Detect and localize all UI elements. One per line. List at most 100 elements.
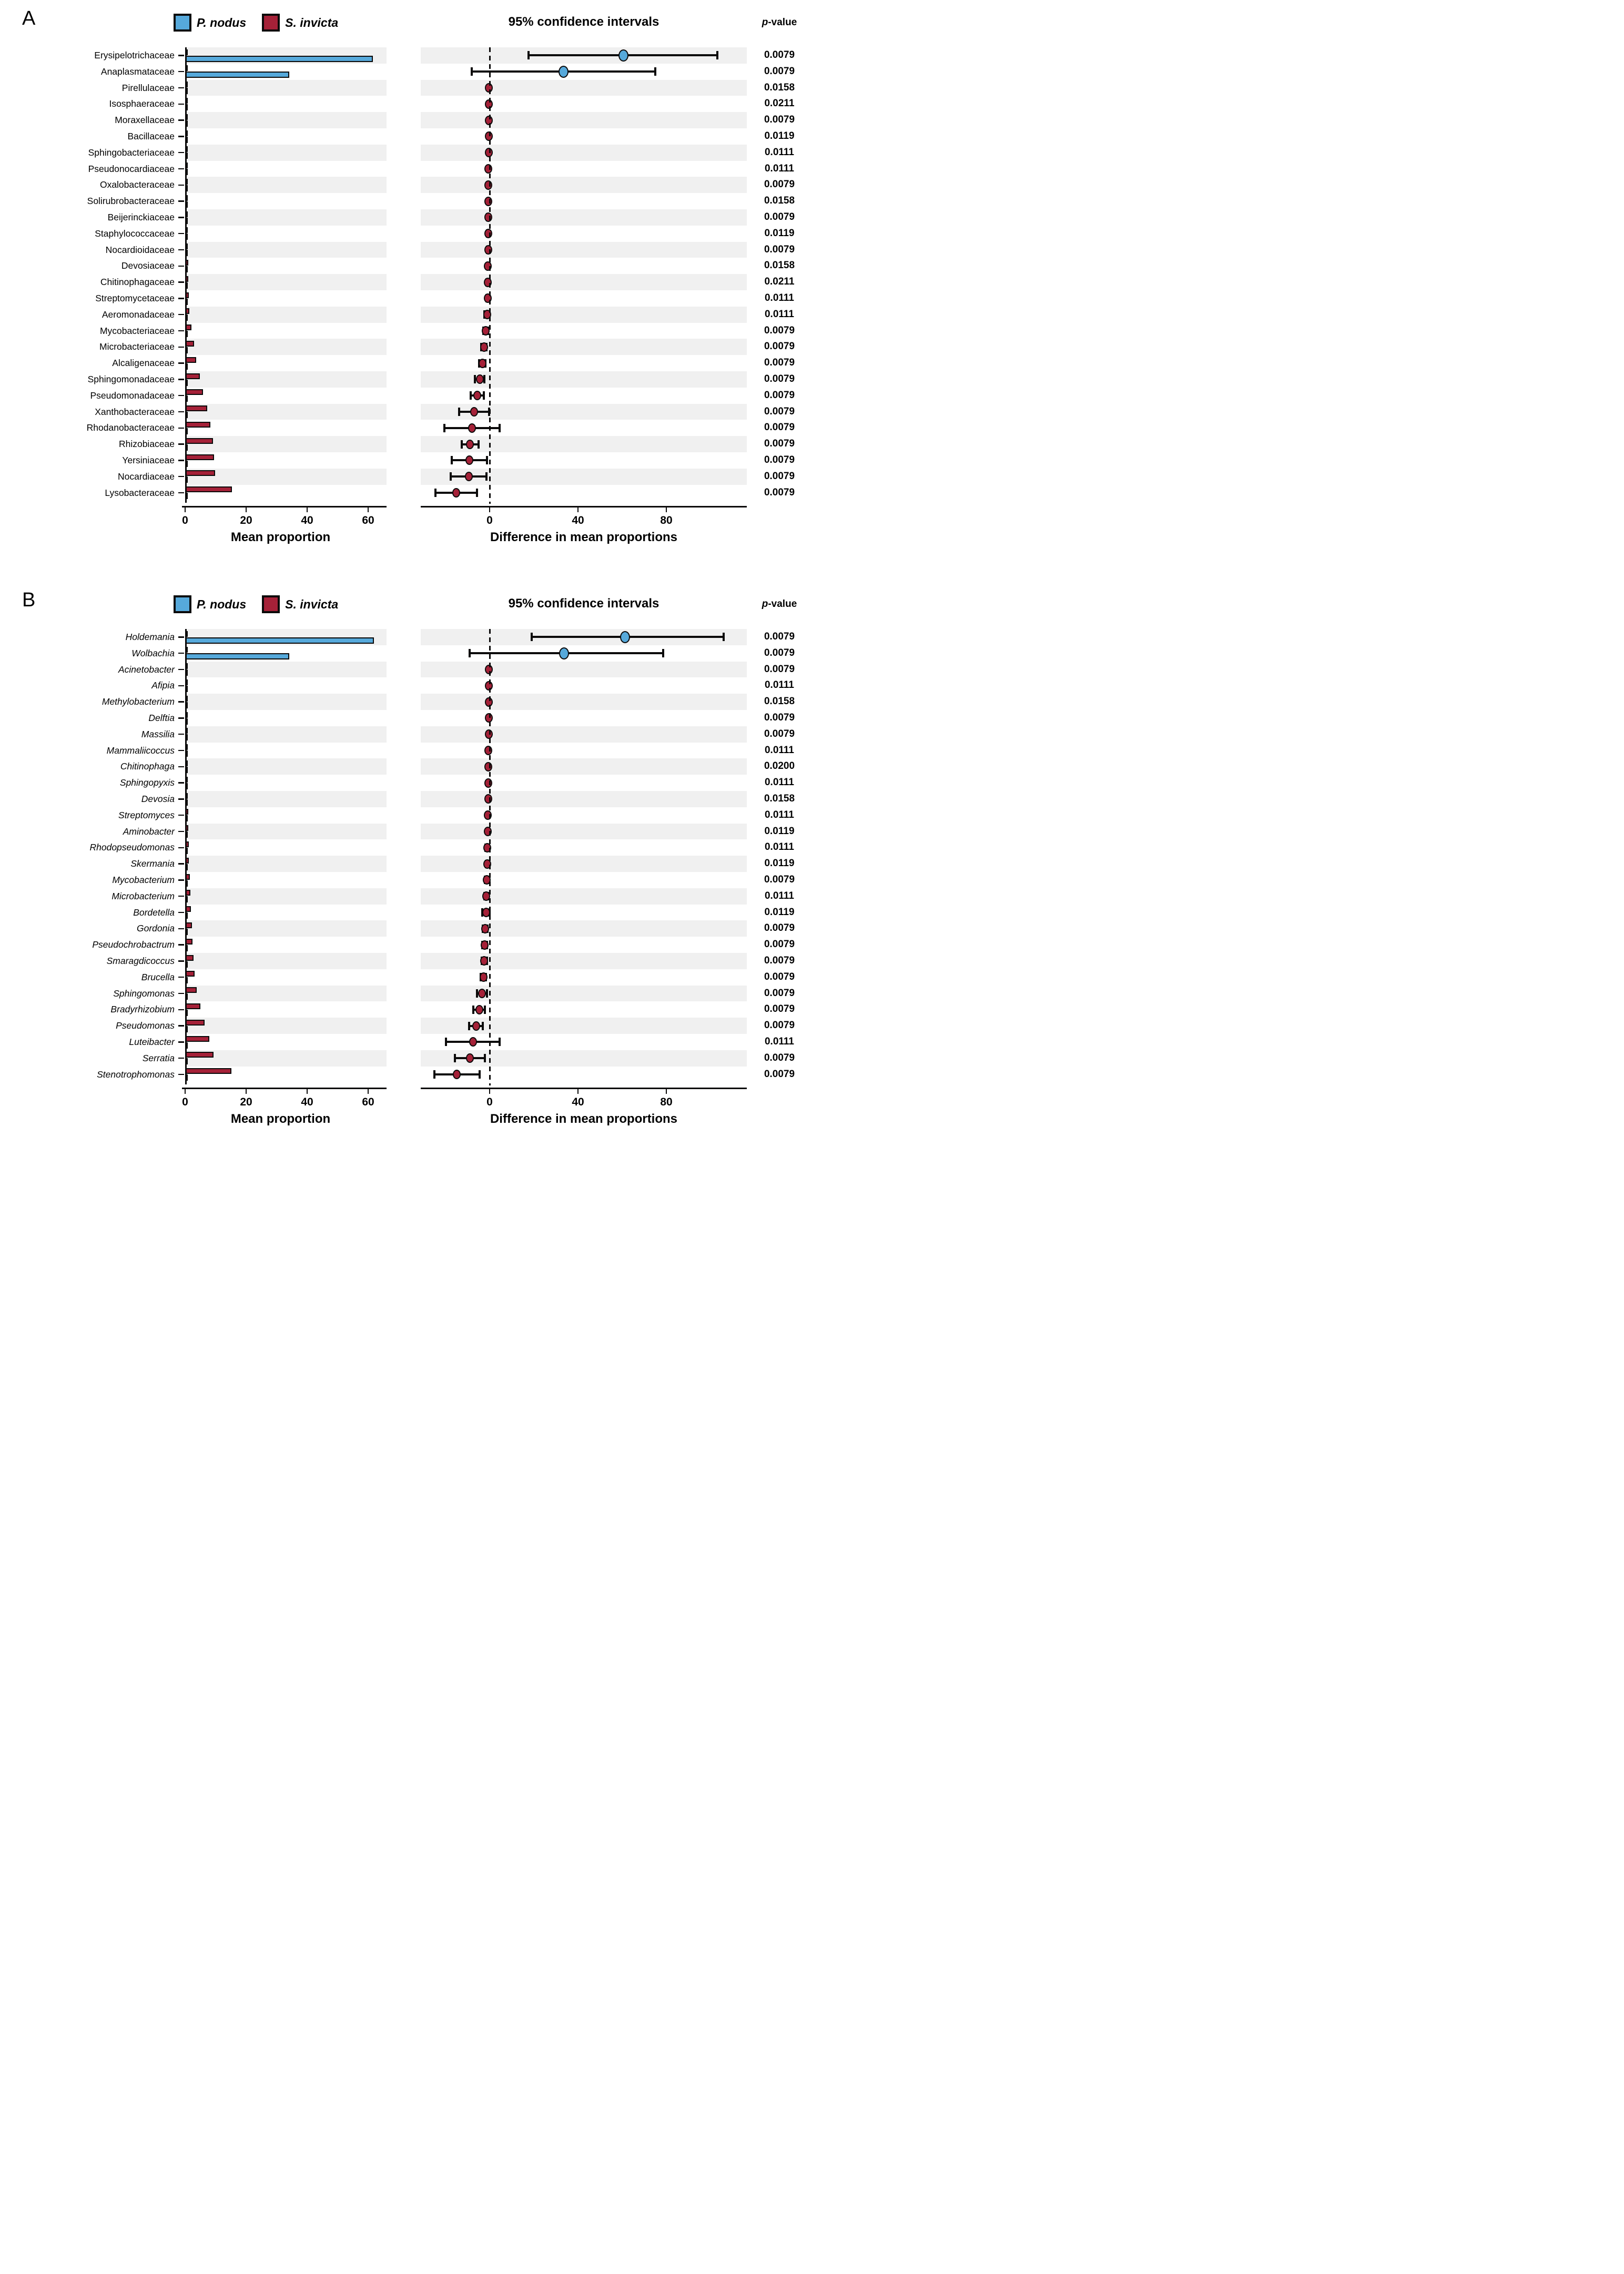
taxon-label: Wolbachia xyxy=(131,647,175,658)
y-axis-tick xyxy=(178,427,184,429)
row-stripe-ci-area xyxy=(421,726,747,743)
legend-item-pnodus: P. nodus xyxy=(174,595,246,613)
y-axis-tick xyxy=(178,184,184,186)
diff-axis-tick-label: 0 xyxy=(486,1096,493,1108)
p-value: 0.0079 xyxy=(764,955,795,966)
ci-cap-left xyxy=(434,489,437,497)
y-axis-tick xyxy=(178,136,184,137)
y-axis-tick xyxy=(178,103,184,105)
taxon-label: Sphingomonas xyxy=(113,988,175,999)
legend-item-sinvicta: S. invicta xyxy=(262,595,338,613)
p-value: 0.0111 xyxy=(764,292,795,303)
row-stripe-bar-area xyxy=(185,856,387,872)
p-value: 0.0079 xyxy=(764,631,795,642)
taxon-label: Microbacterium xyxy=(111,890,175,901)
y-axis-tick xyxy=(178,992,184,994)
bar-sinvicta xyxy=(186,1019,205,1026)
taxon-label: Alcaligenaceae xyxy=(112,358,175,369)
diff-axis-tick-label: 80 xyxy=(660,514,673,526)
bar-x-axis-line xyxy=(182,1088,387,1089)
diff-axis-tick xyxy=(665,1089,667,1094)
ci-marker xyxy=(464,472,473,482)
legend-label: S. invicta xyxy=(285,597,339,611)
row-stripe-bar-area xyxy=(185,1018,387,1034)
y-axis-tick xyxy=(178,394,184,397)
y-axis-tick xyxy=(178,668,184,671)
row-stripe-bar-area xyxy=(185,791,387,807)
y-axis-tick xyxy=(178,976,184,978)
p-value: 0.0079 xyxy=(764,663,795,675)
taxon-label: Microbacteriaceae xyxy=(99,341,175,352)
ci-cap-left xyxy=(468,1021,471,1030)
ci-cap-left xyxy=(450,456,453,465)
ci-marker xyxy=(465,1053,474,1063)
diff-x-axis-line xyxy=(421,506,747,507)
row-stripe-bar-area xyxy=(185,112,387,128)
ci-marker xyxy=(478,989,486,998)
diff-axis-tick xyxy=(665,507,667,512)
bar-pnodus xyxy=(186,637,374,644)
ci-cap-right xyxy=(499,1038,501,1047)
taxon-label: Devosia xyxy=(141,794,175,804)
p-value: 0.0111 xyxy=(764,890,795,901)
taxon-label: Aminobacter xyxy=(123,826,175,837)
taxon-label: Streptomyces xyxy=(118,809,175,820)
taxon-label: Massilia xyxy=(141,728,175,739)
legend-label: S. invicta xyxy=(285,15,339,29)
ci-intervals-title: 95% confidence intervals xyxy=(508,596,659,611)
ci-marker xyxy=(484,245,492,255)
bar-axis-tick-label: 60 xyxy=(362,1096,374,1108)
p-value: 0.0079 xyxy=(764,874,795,885)
y-axis-tick xyxy=(178,766,184,768)
p-value: 0.0119 xyxy=(764,906,795,918)
ci-marker xyxy=(484,229,492,239)
ci-cap-right xyxy=(478,1070,481,1079)
bar-pnodus xyxy=(186,55,373,62)
taxon-label: Stenotrophomonas xyxy=(97,1069,175,1080)
p-value: 0.0079 xyxy=(764,728,795,739)
taxon-label: Xanthobacteraceae xyxy=(95,406,175,417)
taxon-label: Bacillaceae xyxy=(127,131,175,141)
bar-sinvicta xyxy=(186,1068,231,1074)
diff-axis-tick xyxy=(577,507,579,512)
row-stripe-ci-area xyxy=(421,79,747,96)
row-stripe-bar-area xyxy=(185,274,387,290)
bar-sinvicta xyxy=(186,340,194,347)
ci-cap-left xyxy=(475,989,478,998)
taxon-label: Delftia xyxy=(148,713,175,723)
row-stripe-ci-area xyxy=(421,694,747,710)
y-axis-tick xyxy=(178,232,184,235)
ci-marker xyxy=(484,277,492,287)
zero-dashed-line xyxy=(489,629,491,1085)
p-value: 0.0079 xyxy=(764,114,795,126)
ci-marker xyxy=(484,164,493,174)
p-value: 0.0158 xyxy=(764,696,795,707)
bar-axis-tick-label: 40 xyxy=(301,514,313,526)
y-axis-tick xyxy=(178,652,184,654)
p-value: 0.0079 xyxy=(764,1068,795,1080)
ci-marker xyxy=(453,1070,461,1079)
ci-cap-left xyxy=(474,375,476,384)
zero-dashed-line xyxy=(489,47,491,504)
taxon-label: Beijerinckiaceae xyxy=(107,212,175,222)
p-value: 0.0079 xyxy=(764,341,795,352)
legend-swatch-icon xyxy=(174,595,191,613)
ci-marker xyxy=(473,391,481,401)
ci-cap-left xyxy=(449,472,452,481)
ci-cap-right xyxy=(654,67,656,76)
legend: P. nodus S. invicta xyxy=(174,14,338,32)
row-stripe-bar-area xyxy=(185,79,387,96)
p-value: 0.0079 xyxy=(764,405,795,417)
p-value: 0.0111 xyxy=(764,308,795,320)
taxon-label: Solirubrobacteraceae xyxy=(87,196,175,207)
p-value: 0.0119 xyxy=(764,825,795,837)
y-axis-tick xyxy=(178,1025,184,1027)
row-stripe-ci-area xyxy=(421,791,747,807)
taxon-label: Rhodopseudomonas xyxy=(89,842,175,853)
row-stripe-ci-area xyxy=(421,306,747,323)
taxon-label: Erysipelotrichaceae xyxy=(94,50,175,60)
row-stripe-ci-area xyxy=(421,953,747,969)
p-value: 0.0079 xyxy=(764,179,795,190)
bar-sinvicta xyxy=(186,373,200,379)
p-value: 0.0158 xyxy=(764,82,795,93)
